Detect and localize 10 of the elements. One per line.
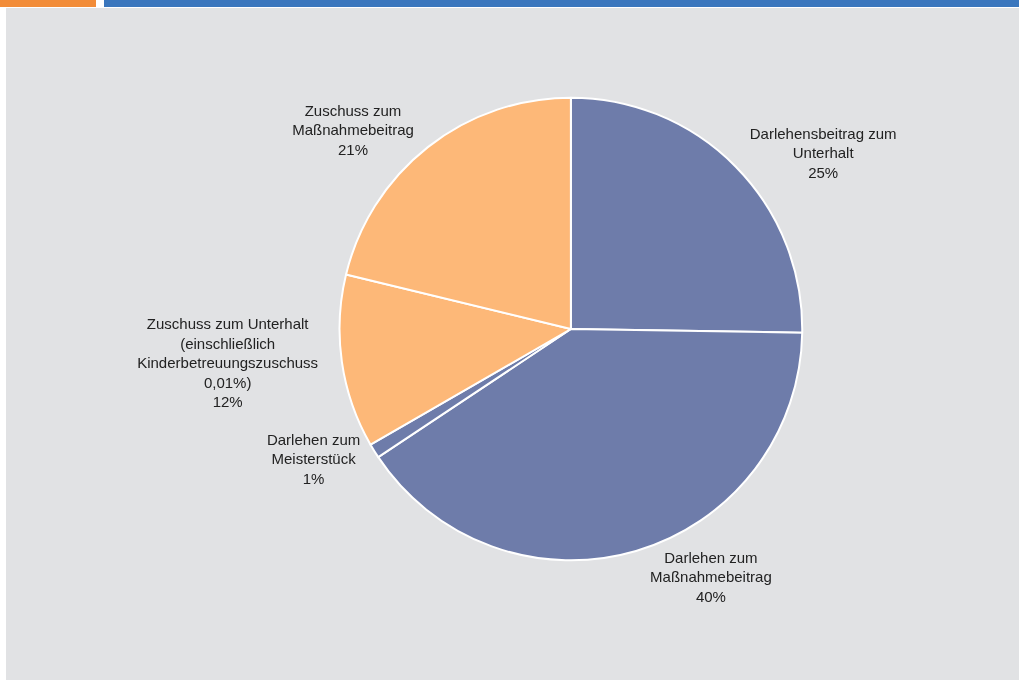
data-label: 40% xyxy=(695,587,726,605)
data-label: 25% xyxy=(808,163,839,181)
slice-label: Zuschuss zum Unterhalt (einschließlich Kinderbetreuungszuschuss 0,01%) xyxy=(137,315,319,391)
data-label: 1% xyxy=(302,469,325,487)
slice-label: Zuschuss zum Maßnahmebeitrag xyxy=(292,101,414,139)
slice-label: Darlehen zum Meisterstück xyxy=(266,430,361,468)
data-label: 21% xyxy=(337,140,369,158)
slice-label: Darlehensbeitrag zum Unterhalt xyxy=(749,124,897,162)
data-label: 12% xyxy=(212,393,243,411)
slice-label: Darlehen zum Maßnahmebeitrag xyxy=(650,548,772,586)
